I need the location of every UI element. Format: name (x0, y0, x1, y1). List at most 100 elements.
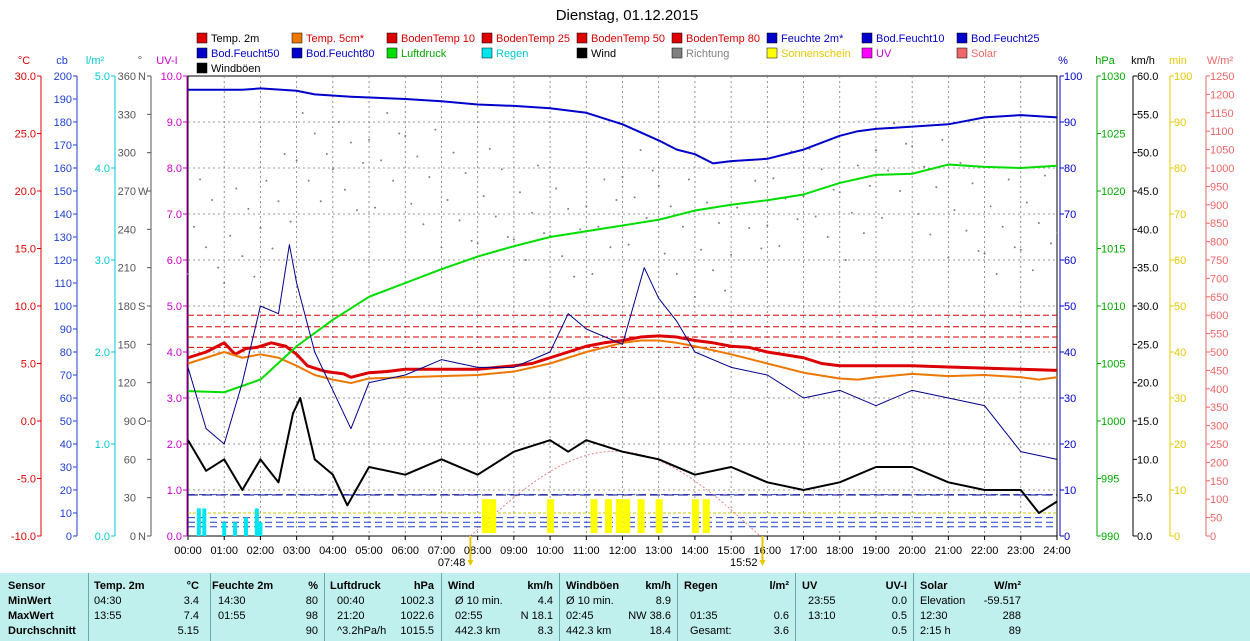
wind-direction-point (205, 246, 208, 249)
wind-direction-point (428, 175, 431, 178)
wind-direction-point (651, 169, 654, 172)
wind-direction-point (380, 159, 383, 162)
wind-direction-point (404, 135, 407, 138)
pct-tick-label: 80 (1064, 163, 1076, 175)
wind-direction-point (337, 121, 340, 123)
wind-direction-point (1043, 174, 1046, 177)
statistics-panel: Sensor Temp. 2m °C Feuchte 2m% Luftdruck hPa W… (0, 573, 1250, 641)
wm2-tick-label: 250 (1210, 439, 1228, 451)
pct-axis-unit: % (1058, 55, 1068, 67)
wm2-tick-label: 300 (1210, 421, 1228, 433)
cb-tick-label: 20 (60, 485, 72, 497)
temp-tick-label: 0.0 (21, 416, 36, 428)
legend-swatch (861, 32, 873, 44)
hpa-axis-unit: hPa (1095, 55, 1115, 67)
legend-label: Bod.Feucht10 (876, 33, 945, 45)
stats-column-divider (559, 573, 560, 641)
weather-chart: Dienstag, 01.12.2015 Temp. 2m Temp. 5cm* B… (11, 7, 1235, 569)
wind-direction-point (874, 149, 877, 152)
x-tick-label: 15:00 (717, 545, 745, 557)
wind-direction-point (663, 252, 666, 255)
wind-direction-point (530, 211, 533, 214)
wm2-tick-label: 350 (1210, 402, 1228, 414)
cb-tick-label: 140 (54, 209, 72, 221)
kmh-tick-label: 50.0 (1137, 148, 1158, 160)
compass-label: W (138, 186, 149, 198)
x-tick-label: 00:00 (174, 545, 202, 557)
x-tick-label: 09:00 (500, 545, 528, 557)
min-axis-unit: min (1169, 55, 1187, 67)
wm2-tick-label: 1150 (1210, 108, 1234, 120)
wind-direction-point (349, 141, 352, 144)
wind-direction-point (283, 152, 286, 155)
hpa-tick-label: 995 (1101, 474, 1119, 486)
wind-direction-point (826, 236, 829, 238)
wind-direction-point (476, 242, 479, 245)
stats-temp-value: 5.15 (177, 625, 199, 637)
x-tick-label: 16:00 (754, 545, 782, 557)
stats-header-unit-luft: hPa (413, 580, 434, 592)
wm2-axis-unit: W/m² (1207, 55, 1234, 67)
legend-label: Bod.Feucht50 (211, 48, 280, 60)
kmh-tick-label: 20.0 (1137, 378, 1158, 390)
legend-label: BodenTemp 10 (401, 33, 475, 45)
wind-direction-point (675, 273, 678, 276)
min-tick-label: 100 (1174, 71, 1192, 83)
wind-direction-point (307, 179, 310, 182)
wind-direction-point (772, 177, 775, 180)
wind-direction-point (983, 252, 986, 255)
kmh-tick-label: 25.0 (1137, 339, 1158, 351)
stats-wind-time: 442.3 km (455, 625, 501, 637)
pct-tick-label: 0 (1064, 531, 1070, 543)
wind-direction-point (368, 138, 371, 141)
stats-solar-time: Elevation (920, 595, 966, 607)
dir-tick-label: 330 (118, 109, 136, 121)
wind-direction-point (856, 164, 859, 167)
legend-swatch (291, 32, 303, 44)
cb-tick-label: 110 (54, 278, 72, 290)
wm2-tick-label: 900 (1210, 200, 1228, 212)
wm2-tick-label: 800 (1210, 237, 1228, 249)
dir-tick-label: 360 (118, 71, 136, 83)
stats-header-feuchte: Feuchte 2m (212, 580, 274, 592)
wind-direction-point (959, 161, 962, 164)
wind-direction-point (832, 188, 835, 191)
legend-swatch (386, 32, 398, 44)
wind-direction-point (941, 138, 944, 141)
uv-tick-label: 7.0 (167, 209, 182, 221)
stats-boeen-value: 8.9 (655, 595, 671, 607)
legend-label: Windböen (211, 63, 261, 75)
wind-direction-point (241, 255, 244, 258)
min-tick-label: 0 (1174, 531, 1180, 543)
compass-label: O (138, 416, 147, 428)
wind-direction-point (639, 149, 642, 152)
legend-label: Temp. 5cm* (306, 33, 365, 45)
stats-luft-time: ^3.2hPa/h (337, 625, 387, 637)
stats-column-divider (913, 573, 914, 641)
hpa-tick-label: 990 (1101, 531, 1119, 543)
legend-label: Bod.Feucht80 (306, 48, 375, 60)
sunshine-bar (637, 499, 645, 533)
legend-label: Richtung (686, 48, 729, 60)
legend-label: BodenTemp 50 (591, 33, 665, 45)
wind-direction-point (555, 187, 558, 190)
legend-label: Wind (591, 48, 616, 60)
wind-direction-point (699, 248, 702, 251)
wind-direction-point (760, 247, 763, 250)
cb-tick-label: 40 (60, 439, 72, 451)
kmh-tick-label: 55.0 (1137, 109, 1158, 121)
x-axis: 00:00 01:00 02:00 03:00 04:00 05:00 06:00 07:00… (174, 536, 1071, 569)
stats-row-label: Durchschnitt (8, 625, 76, 637)
wind-direction-point (1049, 242, 1052, 245)
legend-swatch (386, 47, 398, 59)
wind-direction-point (193, 225, 196, 228)
cb-tick-label: 70 (60, 370, 72, 382)
stats-solar-time: 2:15 h (920, 625, 951, 637)
wm2-tick-label: 500 (1210, 347, 1228, 359)
wind-direction-point (718, 221, 721, 224)
wind-direction-point (494, 215, 497, 218)
legend-label: BodenTemp 80 (686, 33, 760, 45)
min-tick-label: 70 (1174, 209, 1186, 221)
temp-tick-label: 10.0 (15, 301, 36, 313)
marks (187, 87, 1058, 537)
